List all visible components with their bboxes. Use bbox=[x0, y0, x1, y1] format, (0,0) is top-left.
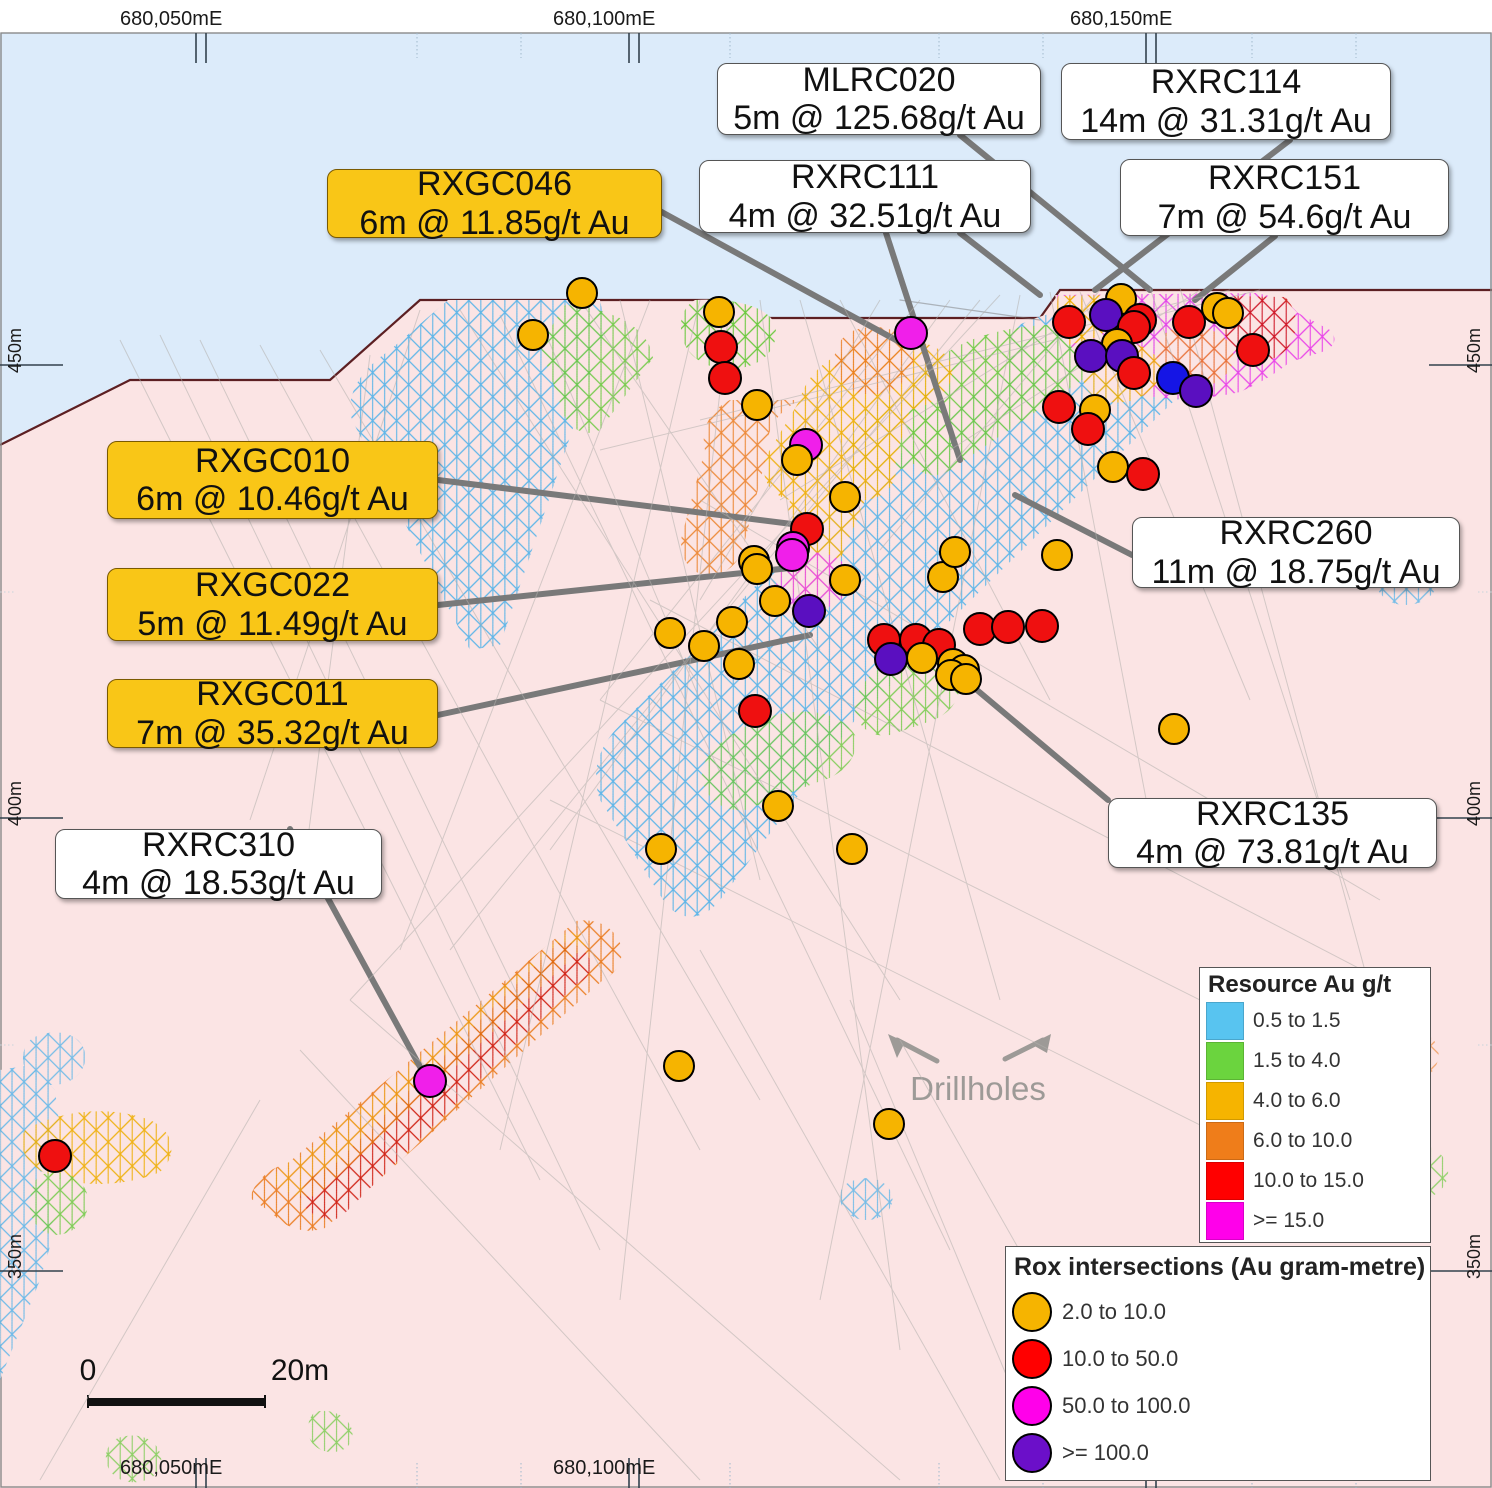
svg-text:Drillholes: Drillholes bbox=[910, 1070, 1046, 1107]
svg-text:20m: 20m bbox=[271, 1354, 329, 1387]
svg-text:0: 0 bbox=[80, 1354, 97, 1387]
